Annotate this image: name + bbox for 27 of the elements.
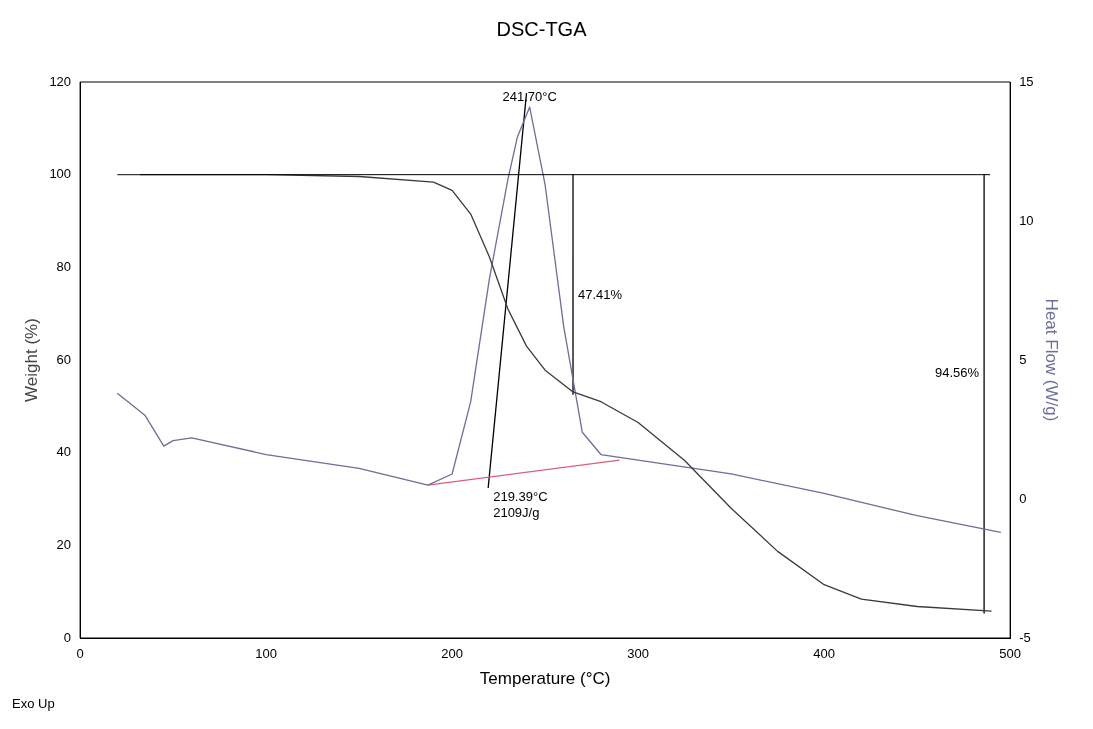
x-tick-label: 0 — [76, 646, 84, 662]
y-axis-title: Weight (%) — [21, 318, 41, 402]
y-tick-label: 20 — [56, 536, 72, 552]
annotation: 47.41% — [578, 287, 623, 303]
y-tick-label: 40 — [56, 444, 72, 460]
y2-tick-label: -5 — [1019, 629, 1031, 645]
x-tick-label: 300 — [627, 646, 649, 662]
annotation: 94.56% — [935, 365, 980, 381]
y2-tick-label: 5 — [1019, 351, 1027, 367]
y-tick-label: 120 — [49, 73, 72, 89]
x-tick-label: 100 — [255, 646, 277, 662]
y2-tick-label: 10 — [1019, 212, 1034, 228]
y2-tick-label: 0 — [1019, 490, 1027, 506]
y-tick-label: 60 — [56, 351, 72, 367]
x-tick-label: 200 — [441, 646, 463, 662]
x-tick-label: 400 — [813, 646, 835, 662]
annotation: 2109J/g — [493, 505, 540, 521]
x-axis-title: Temperature (°C) — [479, 669, 611, 689]
y2-axis-title: Heat Flow (W/g) — [1042, 298, 1062, 422]
y-tick-label: 100 — [49, 166, 72, 182]
y-tick-label: 80 — [56, 258, 72, 274]
chart-title: DSC-TGA — [496, 17, 588, 40]
y2-tick-label: 15 — [1019, 73, 1034, 89]
y-tick-label: 0 — [63, 629, 72, 645]
annotation: 219.39°C — [493, 489, 548, 505]
text: Exo Up — [12, 695, 55, 711]
x-tick-label: 500 — [999, 646, 1021, 662]
